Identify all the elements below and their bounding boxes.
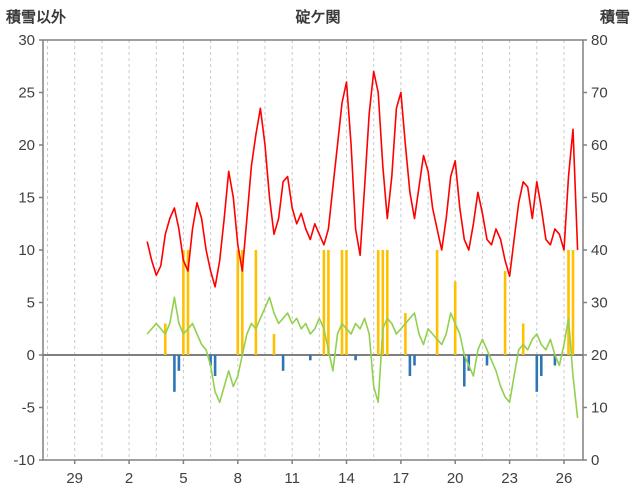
left-axis-tick-label: 10 bbox=[18, 242, 35, 259]
green-line bbox=[146, 296, 579, 419]
x-axis-tick-label: 2 bbox=[125, 470, 133, 487]
x-axis-tick-label: 5 bbox=[179, 470, 187, 487]
x-axis-tick-label: 17 bbox=[393, 470, 410, 487]
right-axis-tick-label: 40 bbox=[591, 242, 608, 259]
left-axis-tick-label: -5 bbox=[22, 400, 35, 417]
plot-border bbox=[42, 39, 584, 461]
right-axis-tick-label: 20 bbox=[591, 347, 608, 364]
right-axis-tick-label: 50 bbox=[591, 190, 608, 207]
left-axis-tick-label: 30 bbox=[18, 32, 35, 49]
right-axis-tick-label: 60 bbox=[591, 137, 608, 154]
x-axis-tick-label: 26 bbox=[556, 470, 573, 487]
x-axis-tick-label: 14 bbox=[338, 470, 355, 487]
left-axis-tick-label: 20 bbox=[18, 137, 35, 154]
left-axis-tick-label: 25 bbox=[18, 85, 35, 102]
left-axis-title: 積雪以外 bbox=[6, 9, 67, 26]
left-axis-tick-label: -10 bbox=[13, 452, 35, 469]
right-axis-tick-label: 10 bbox=[591, 400, 608, 417]
left-axis-tick-label: 5 bbox=[27, 295, 35, 312]
x-axis-tick-label: 11 bbox=[284, 470, 300, 487]
blue-bars bbox=[173, 355, 557, 392]
left-axis-tick-label: 0 bbox=[27, 347, 35, 364]
x-axis-tick-label: 23 bbox=[501, 470, 518, 487]
right-axis-tick-label: 30 bbox=[591, 295, 608, 312]
red-line bbox=[146, 70, 579, 288]
right-axis-tick-label: 0 bbox=[591, 452, 599, 469]
orange-bars bbox=[164, 250, 575, 355]
x-axis-tick-label: 20 bbox=[447, 470, 464, 487]
x-axis-tick-label: 8 bbox=[234, 470, 242, 487]
right-axis-title: 積雪 bbox=[599, 9, 630, 26]
right-axis-tick-label: 80 bbox=[591, 32, 608, 49]
right-axis-tick-label: 70 bbox=[591, 85, 608, 102]
x-axis-tick-label: 29 bbox=[66, 470, 83, 487]
left-axis-tick-label: 15 bbox=[18, 190, 35, 207]
chart-title: 碇ケ関 bbox=[295, 9, 341, 26]
